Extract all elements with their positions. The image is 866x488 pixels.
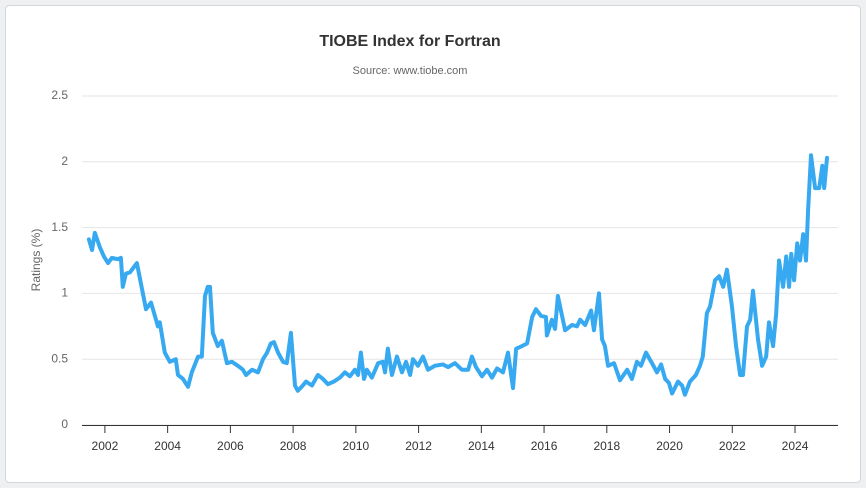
y-tick-label: 2.5 — [51, 88, 68, 102]
x-tick-label: 2016 — [531, 439, 558, 453]
chart-frame — [5, 5, 861, 483]
x-tick-label: 2010 — [343, 439, 370, 453]
x-tick-label: 2006 — [217, 439, 244, 453]
y-tick-label: 1.5 — [51, 220, 68, 234]
y-tick-label: 1 — [61, 286, 68, 300]
x-tick-label: 2024 — [782, 439, 809, 453]
x-tick-label: 2002 — [92, 439, 119, 453]
y-tick-label: 0.5 — [51, 351, 68, 365]
y-axis-label: Ratings (%) — [29, 229, 43, 292]
x-tick-label: 2004 — [154, 439, 181, 453]
x-tick-label: 2020 — [656, 439, 683, 453]
x-tick-label: 2008 — [280, 439, 307, 453]
chart-title: TIOBE Index for Fortran — [319, 33, 500, 50]
data-line — [86, 153, 830, 397]
chart-subtitle: Source: www.tiobe.com — [353, 65, 468, 77]
x-tick-label: 2012 — [405, 439, 432, 453]
x-tick-label: 2018 — [593, 439, 620, 453]
y-tick-label: 0 — [61, 417, 68, 431]
y-tick-label: 2 — [61, 154, 68, 168]
x-tick-label: 2022 — [719, 439, 746, 453]
x-tick-label: 2014 — [468, 439, 495, 453]
